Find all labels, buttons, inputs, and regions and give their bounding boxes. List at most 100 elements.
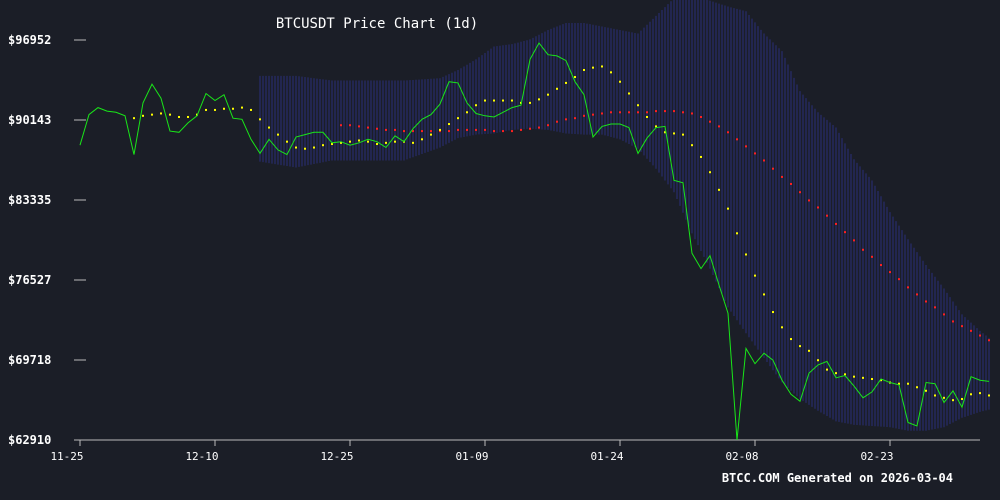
ma-short-point (565, 81, 567, 84)
price-line (79, 42, 990, 441)
ma-long-point (529, 127, 531, 130)
ma-short-point (286, 140, 288, 143)
ma-short-point (259, 118, 261, 121)
ma-short-point (628, 92, 630, 95)
ma-long-point (736, 138, 738, 141)
ma-short-point (637, 104, 639, 107)
ma-short-point (952, 399, 954, 402)
ma-long-point (385, 128, 387, 131)
ma-short-point (943, 396, 945, 399)
ma-long-point (403, 130, 405, 133)
ma-short-point (457, 117, 459, 120)
ma-short-point (799, 345, 801, 348)
ma-long-point (493, 130, 495, 133)
ma-short-point (250, 108, 252, 111)
y-tick-label: $83335 (8, 193, 51, 207)
ma-long-point (916, 293, 918, 296)
ma-short-point (916, 386, 918, 389)
ma-short-point (367, 140, 369, 143)
ma-long-point (934, 306, 936, 309)
ma-long-point (943, 313, 945, 316)
ma-long-point (709, 120, 711, 123)
ma-short-point (187, 115, 189, 118)
ma-short-point (466, 111, 468, 114)
ma-long-point (457, 128, 459, 131)
ma-long-point (394, 128, 396, 131)
ma-short-point (727, 207, 729, 210)
ma-long-point (817, 206, 819, 209)
ma-long-point (448, 130, 450, 133)
ma-long-point (691, 112, 693, 115)
ma-short-point (232, 107, 234, 110)
y-tick-label: $96952 (8, 33, 51, 47)
ma-short-point (763, 293, 765, 296)
ma-short-point (223, 107, 225, 110)
ma-long-point (367, 126, 369, 129)
ma-short-point (484, 99, 486, 102)
ma-short-point (583, 68, 585, 71)
ma-long-point (574, 117, 576, 120)
ma-short-point (304, 147, 306, 150)
ma-long-point (871, 255, 873, 258)
ma-long-point (835, 222, 837, 225)
ma-long-point (781, 175, 783, 178)
ma-short-point (322, 144, 324, 147)
ma-long-point (898, 278, 900, 281)
ma-long-point (664, 110, 666, 113)
ma-short-point (475, 104, 477, 107)
ma-short-point (718, 188, 720, 191)
ma-short-point (295, 146, 297, 149)
x-tick-label: 11-25 (50, 450, 83, 463)
x-tick-label: 02-23 (860, 450, 893, 463)
x-tick-label: 02-08 (725, 450, 758, 463)
ma-long-point (925, 300, 927, 303)
ma-long-point (979, 334, 981, 337)
ma-short-point (502, 99, 504, 102)
ma-long-point (799, 191, 801, 194)
ma-short-point (781, 326, 783, 329)
ma-short-point (655, 125, 657, 128)
ma-short-point (439, 128, 441, 131)
ma-long-point (970, 329, 972, 332)
ma-long-point (988, 339, 990, 342)
ma-short-point (754, 274, 756, 277)
ma-long-point (556, 120, 558, 123)
ma-short-point (376, 143, 378, 146)
ma-short-point (619, 80, 621, 83)
ma-long-point (565, 118, 567, 121)
ma-short-point (988, 394, 990, 397)
ma-short-point (493, 99, 495, 102)
ma-long-point (790, 182, 792, 185)
ma-short-point (610, 71, 612, 74)
ma-short-point (646, 115, 648, 118)
ma-short-point (700, 155, 702, 158)
ma-long-point (745, 145, 747, 148)
ma-short-point (934, 394, 936, 397)
ma-short-point (430, 133, 432, 136)
x-tick-label: 01-24 (590, 450, 623, 463)
ma-short-point (826, 368, 828, 371)
y-tick-label: $62910 (8, 433, 51, 447)
ma-short-point (313, 146, 315, 149)
ma-short-point (709, 171, 711, 174)
ma-short-point (736, 232, 738, 235)
ma-short-point (745, 253, 747, 256)
ma-short-point (898, 382, 900, 385)
ma-long-point (511, 130, 513, 133)
ma-short-point (790, 338, 792, 341)
ma-long-point (520, 128, 522, 131)
ma-short-point (385, 141, 387, 144)
ma-short-point (277, 133, 279, 136)
ma-long-point (763, 159, 765, 162)
ma-long-point (610, 111, 612, 114)
generated-watermark: BTCC.COM Generated on 2026-03-04 (722, 471, 953, 485)
ma-long-point (538, 126, 540, 129)
ma-long-point (628, 111, 630, 114)
ma-long-point (484, 128, 486, 131)
ma-short-point (538, 98, 540, 101)
ma-short-point (160, 112, 162, 115)
ma-short-point (340, 141, 342, 144)
ma-short-point (961, 397, 963, 400)
ma-long-point (826, 214, 828, 217)
